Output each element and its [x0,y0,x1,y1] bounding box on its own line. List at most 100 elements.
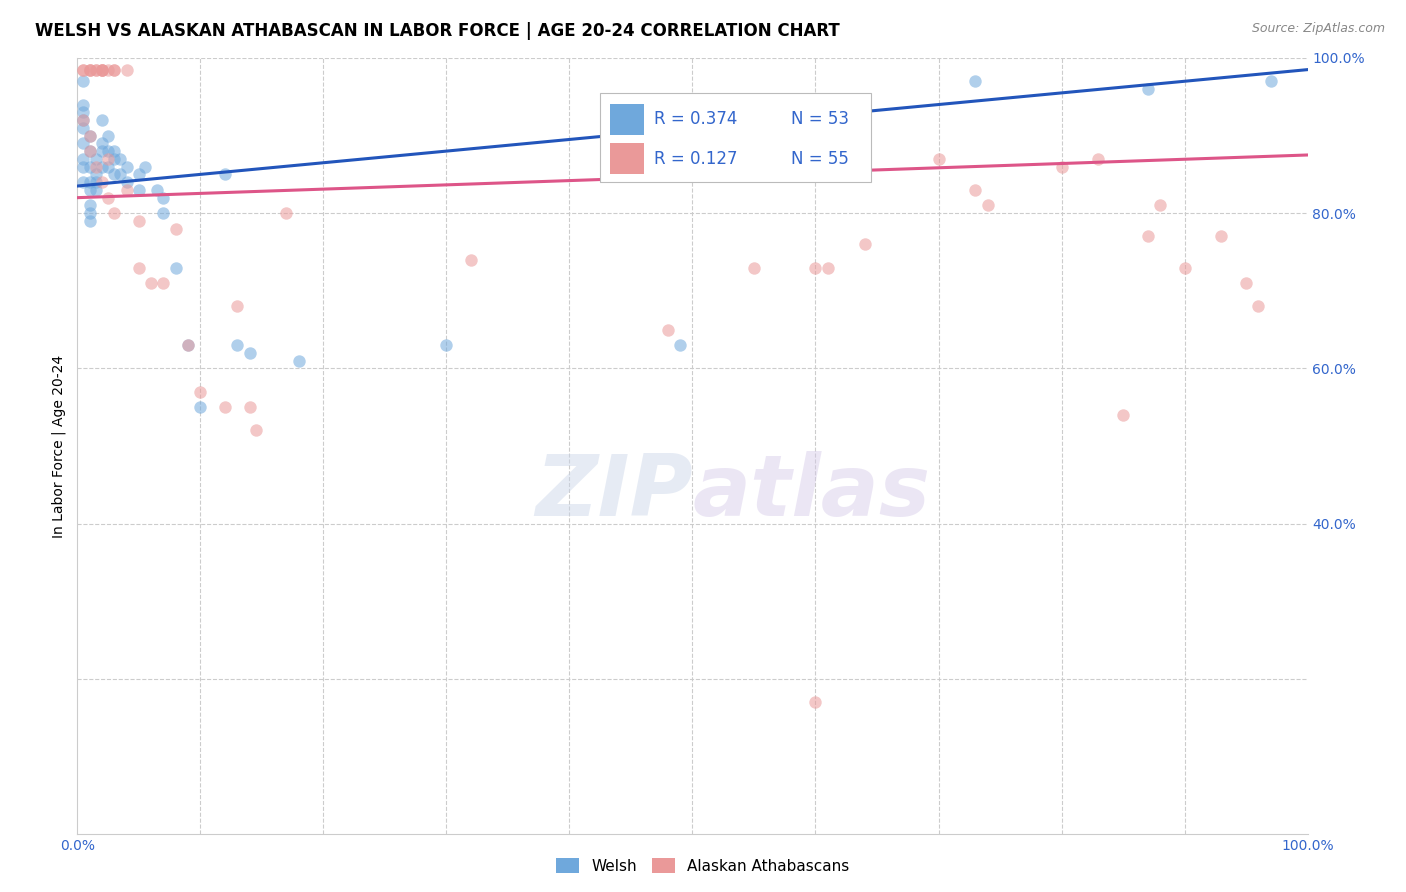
Point [90,113,114,128]
Point [90,62,114,77]
Point [152,191,174,205]
Text: Source: ZipAtlas.com: Source: ZipAtlas.com [1251,22,1385,36]
Point [177,338,200,352]
Y-axis label: In Labor Force | Age 20-24: In Labor Force | Age 20-24 [51,354,66,538]
Point [97,144,120,158]
Point [669,338,692,352]
Point [103,152,125,166]
FancyBboxPatch shape [600,93,870,182]
Point [134,160,156,174]
Point [1149,198,1171,212]
Point [79,160,101,174]
Text: atlas: atlas [693,451,931,534]
Point [79,128,101,143]
Point [103,168,125,182]
Point [177,338,200,352]
Point [72,160,94,174]
Point [84,62,107,77]
Point [288,353,311,368]
Point [90,144,114,158]
Point [239,346,262,360]
Point [188,400,212,414]
Point [79,144,101,158]
Point [226,299,249,313]
Point [103,144,125,158]
Point [79,62,101,77]
Point [276,206,298,220]
Point [79,128,101,143]
Point [1112,408,1135,422]
Point [115,160,138,174]
Point [742,260,765,275]
Point [853,237,876,252]
Point [436,338,458,352]
Text: N = 53: N = 53 [792,111,849,128]
Point [84,175,107,189]
FancyBboxPatch shape [610,104,644,135]
Point [110,152,132,166]
Text: R = 0.127: R = 0.127 [654,150,738,168]
Point [97,160,120,174]
Point [165,221,187,235]
Point [146,183,169,197]
Text: R = 0.374: R = 0.374 [654,111,738,128]
Point [928,152,950,166]
Point [152,276,174,290]
Point [804,695,827,709]
Point [110,168,132,182]
Point [165,260,187,275]
Point [1087,152,1109,166]
Point [72,175,94,189]
Point [460,252,482,267]
Point [97,152,120,166]
Point [657,322,679,336]
Point [128,214,150,228]
Point [79,206,101,220]
Point [103,206,125,220]
Point [1174,260,1197,275]
Point [1136,82,1159,96]
Point [97,191,120,205]
Point [141,276,163,290]
Point [115,175,138,189]
Text: ZIP: ZIP [534,451,693,534]
Point [72,120,94,135]
Point [1260,74,1282,88]
Point [72,62,94,77]
Point [90,136,114,151]
Point [72,62,94,77]
Point [72,113,94,128]
Point [79,62,101,77]
Point [1136,229,1159,244]
Legend: Welsh, Alaskan Athabascans: Welsh, Alaskan Athabascans [550,852,856,880]
Point [84,152,107,166]
Point [84,62,107,77]
Point [84,160,107,174]
Point [90,62,114,77]
Point [1234,276,1257,290]
Point [103,62,125,77]
Point [90,62,114,77]
Point [115,183,138,197]
Point [1211,229,1233,244]
FancyBboxPatch shape [610,144,644,174]
Point [90,175,114,189]
Text: WELSH VS ALASKAN ATHABASCAN IN LABOR FORCE | AGE 20-24 CORRELATION CHART: WELSH VS ALASKAN ATHABASCAN IN LABOR FOR… [35,22,839,40]
Point [103,62,125,77]
Point [115,62,138,77]
Point [817,260,839,275]
Point [72,105,94,120]
Point [72,113,94,128]
Point [90,160,114,174]
Point [79,183,101,197]
Point [128,183,150,197]
Point [1050,160,1073,174]
Point [188,384,212,399]
Point [128,260,150,275]
Point [214,400,236,414]
Point [72,74,94,88]
Point [79,62,101,77]
Point [965,74,987,88]
Point [84,168,107,182]
Point [239,400,262,414]
